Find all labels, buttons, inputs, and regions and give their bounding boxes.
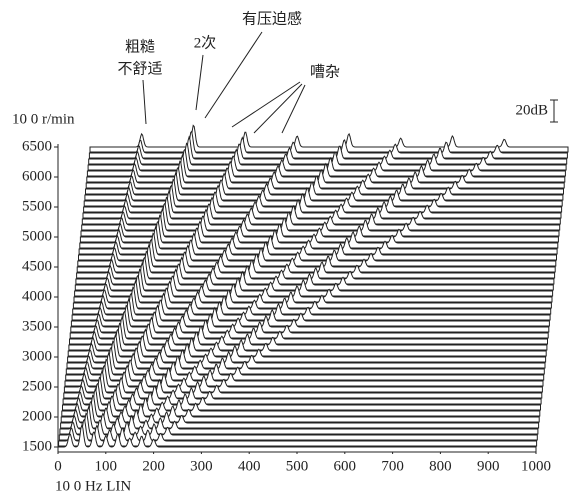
trace bbox=[86, 153, 566, 183]
annotation: 不舒适 bbox=[117, 60, 162, 77]
trace bbox=[65, 346, 545, 375]
y-tick-label: 4500 bbox=[22, 258, 52, 274]
trace bbox=[67, 333, 547, 363]
annotation: 粗糙 bbox=[125, 38, 155, 55]
x-axis-label: 10 0 Hz LIN bbox=[55, 478, 131, 494]
trace bbox=[74, 268, 554, 297]
trace bbox=[84, 171, 564, 201]
x-tick-label: 100 bbox=[95, 458, 118, 474]
x-tick-label: 400 bbox=[238, 458, 261, 474]
y-tick-label: 3000 bbox=[22, 348, 52, 364]
trace bbox=[72, 286, 552, 315]
annotation: 嘈杂 bbox=[310, 63, 340, 80]
trace bbox=[79, 214, 559, 243]
trace bbox=[60, 400, 540, 429]
annotation-arrows bbox=[142, 31, 306, 134]
x-tick-label: 700 bbox=[381, 458, 404, 474]
x-tick-label: 1000 bbox=[521, 458, 551, 474]
annotation: 有压迫感 bbox=[242, 10, 302, 27]
y-tick-label: 2500 bbox=[22, 378, 52, 394]
trace bbox=[83, 178, 563, 207]
y-tick-label: 3500 bbox=[22, 318, 52, 334]
trace bbox=[57, 423, 537, 453]
trace bbox=[71, 292, 551, 321]
y-tick-label: 5500 bbox=[22, 198, 52, 214]
x-tick-label: 0 bbox=[54, 458, 62, 474]
y-tick-label: 6000 bbox=[22, 168, 52, 184]
x-tick-label: 900 bbox=[477, 458, 500, 474]
trace bbox=[76, 243, 556, 273]
trace bbox=[73, 274, 553, 303]
trace bbox=[78, 225, 558, 255]
trace bbox=[63, 369, 543, 399]
trace bbox=[77, 238, 557, 267]
trace bbox=[78, 232, 557, 261]
x-tick-label: 300 bbox=[190, 458, 213, 474]
trace bbox=[66, 340, 546, 369]
trace bbox=[74, 261, 554, 291]
x-tick-label: 800 bbox=[429, 458, 452, 474]
y-tick-label: 4000 bbox=[22, 288, 52, 304]
scale-bracket bbox=[550, 99, 558, 123]
annotation: 2次 bbox=[194, 34, 217, 51]
y-tick-label: 6500 bbox=[22, 138, 52, 154]
x-tick-label: 600 bbox=[334, 458, 357, 474]
trace bbox=[62, 382, 541, 411]
y-tick-label: 2000 bbox=[22, 408, 52, 424]
x-tick-label: 200 bbox=[142, 458, 165, 474]
y-tick-label: 5000 bbox=[22, 228, 52, 244]
trace bbox=[88, 130, 568, 159]
y-axis-label: 10 0 r/min bbox=[12, 111, 75, 127]
x-tick-label: 500 bbox=[286, 458, 309, 474]
trace bbox=[63, 364, 543, 393]
trace bbox=[79, 220, 559, 249]
y-tick-label: 1500 bbox=[22, 438, 52, 454]
trace bbox=[75, 256, 555, 285]
scale-label: 20dB bbox=[515, 102, 548, 118]
